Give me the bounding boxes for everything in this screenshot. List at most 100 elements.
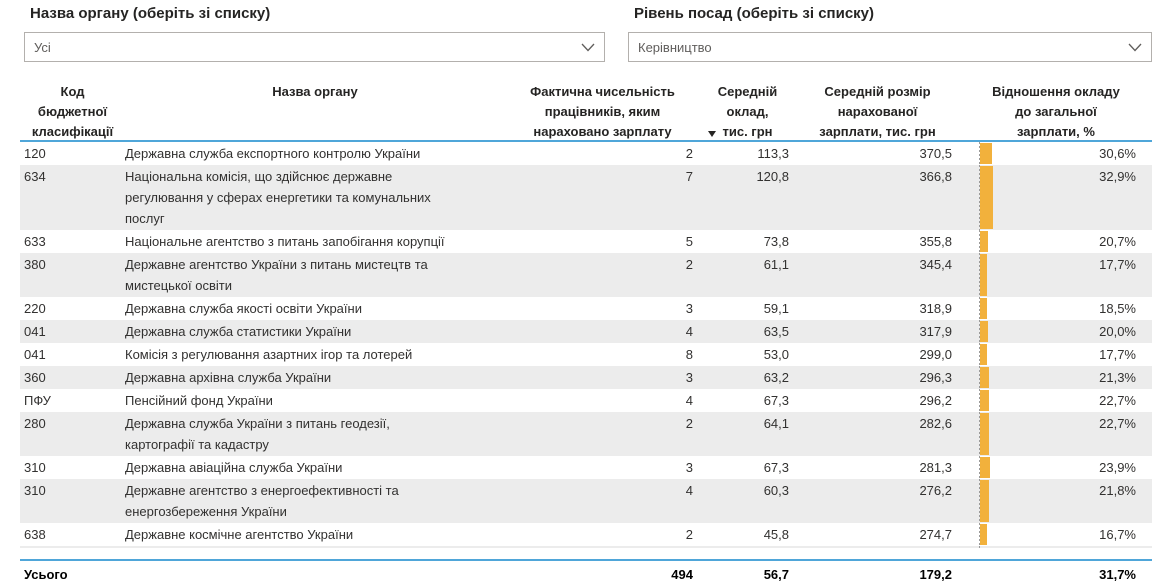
total-salary: 56,7 [763,567,789,582]
cell-ratio [960,546,1152,548]
cell-count: 2 [685,527,693,542]
cell-count: 3 [685,370,693,385]
table-row[interactable]: 634 Національна комісія, що здійснює держ… [20,165,1152,230]
ratio-data-bar [980,298,988,319]
cell-name: Комісія з регулювання азартних ігор та л… [125,347,413,362]
cell-code: 220 [24,301,46,316]
cell-count: 5 [685,234,693,249]
cell-salary: 60,3 [763,483,789,498]
ratio-axis-line [979,546,980,548]
chevron-down-icon[interactable] [581,43,595,52]
cell-ratio: 30,6% [960,142,1152,165]
cell-ratio-value: 22,7% [1099,416,1136,431]
table-row[interactable]: 220 Державна служба якості освіти України… [20,297,1152,320]
table-row[interactable]: 041 Комісія з регулювання азартних ігор т… [20,343,1152,366]
ratio-data-bar [980,143,993,164]
column-header-count[interactable]: Фактична чисельність працівників, яким н… [530,84,675,139]
cell-ratio-value: 23,9% [1099,460,1136,475]
table-row[interactable]: 041 Державна служба статистики України 4 63… [20,320,1152,343]
total-name-spacer [125,563,505,586]
cell-name: Державна служба якості освіти України [125,301,362,316]
table-row[interactable]: 380 Державне агентство України з питань м… [20,253,1152,297]
cell-name: Державна архівна служба України [125,370,332,385]
cell-salary [700,546,795,548]
table-row[interactable]: 633 Національне агентство з питань запобі… [20,230,1152,253]
slicer-level-dropdown[interactable]: Керівництво [628,32,1152,62]
ratio-data-bar [980,480,989,522]
cell-ratio-value: 30,6% [1099,146,1136,161]
cell-count: 3 [685,460,693,475]
cell-salary: 63,2 [763,370,789,385]
cell-name: Державна служба статистики України [125,324,352,339]
cell-code: 380 [24,257,46,272]
table-row-clipped[interactable] [20,546,1152,548]
cell-salary: 67,3 [763,460,789,475]
cell-name: Державне агентство з енергоефективності … [125,483,399,519]
slicer-level-label: Рівень посад (оберіть зі списку) [634,5,874,22]
cell-salary: 67,3 [763,393,789,408]
cell-avgpay: 281,3 [919,460,952,475]
table-row[interactable]: 310 Державне агентство з енергоефективнос… [20,479,1152,523]
cell-avgpay: 345,4 [919,257,952,272]
cell-salary: 61,1 [763,257,789,272]
slicer-level: Рівень посад (оберіть зі списку) Керівни… [628,4,1152,62]
cell-count: 2 [685,257,693,272]
table-row[interactable]: 310 Державна авіаційна служба України 3 67,… [20,456,1152,479]
cell-name: Державна служба експортного контролю Укр… [125,146,421,161]
cell-name: Державна авіаційна служба України [125,460,343,475]
cell-ratio: 20,7% [960,230,1152,253]
cell-count: 4 [685,324,693,339]
table-row[interactable]: 638 Державне космічне агентство України 2 4… [20,523,1152,546]
table-row[interactable]: 280 Державна служба України з питань геод… [20,412,1152,456]
cell-salary: 63,5 [763,324,789,339]
cell-code: 634 [24,169,46,184]
ratio-axis-line [979,389,980,412]
cell-ratio: 20,0% [960,320,1152,343]
cell-ratio: 18,5% [960,297,1152,320]
ratio-axis-line [979,253,980,297]
cell-ratio-value: 20,0% [1099,324,1136,339]
table-total-row: Усього 494 56,7 179,2 31,7% [20,559,1152,586]
slicer-organ: Назва органу (оберіть зі списку) Усі [24,4,605,62]
cell-code: 360 [24,370,46,385]
cell-salary: 53,0 [763,347,789,362]
cell-count: 2 [685,416,693,431]
cell-count: 7 [685,169,693,184]
ratio-axis-line [979,297,980,320]
table-row[interactable]: 360 Державна архівна служба України 3 63,2 2… [20,366,1152,389]
chevron-down-icon[interactable] [1128,43,1142,52]
table-row[interactable]: ПФУ Пенсійний фонд України 4 67,3 296,2 22,7% [20,389,1152,412]
column-header-ratio[interactable]: Відношення окладу до загальної зарплати,… [992,84,1120,139]
ratio-axis-line [979,456,980,479]
cell-name [125,546,505,548]
ratio-axis-line [979,142,980,165]
salary-table: Код бюджетної класифікації Назва органу … [20,78,1152,586]
table-header-row: Код бюджетної класифікації Назва органу … [20,78,1152,142]
cell-ratio: 23,9% [960,456,1152,479]
cell-code: 633 [24,234,46,249]
cell-avgpay: 370,5 [919,146,952,161]
cell-ratio-value: 21,3% [1099,370,1136,385]
cell-salary: 45,8 [763,527,789,542]
ratio-axis-line [979,412,980,456]
ratio-data-bar [980,254,988,296]
cell-count: 3 [685,301,693,316]
cell-code: 310 [24,460,46,475]
column-header-name[interactable]: Назва органу [272,84,358,99]
cell-code: 120 [24,146,46,161]
table-row[interactable]: 120 Державна служба експортного контролю … [20,142,1152,165]
cell-avgpay: 317,9 [919,324,952,339]
column-header-avgpay[interactable]: Середній розмір нарахованої зарплати, ти… [819,84,936,139]
cell-count: 2 [685,146,693,161]
column-header-salary[interactable]: Середній оклад, тис. грн [717,84,778,139]
cell-avgpay: 274,7 [919,527,952,542]
slicer-organ-dropdown[interactable]: Усі [24,32,605,62]
cell-ratio-value: 20,7% [1099,234,1136,249]
ratio-data-bar [980,457,990,478]
column-header-code[interactable]: Код бюджетної класифікації [31,84,114,139]
cell-ratio-value: 17,7% [1099,257,1136,272]
cell-avgpay: 355,8 [919,234,952,249]
slicer-level-value: Керівництво [638,39,712,55]
sort-descending-icon[interactable] [708,131,716,137]
cell-ratio: 17,7% [960,253,1152,297]
